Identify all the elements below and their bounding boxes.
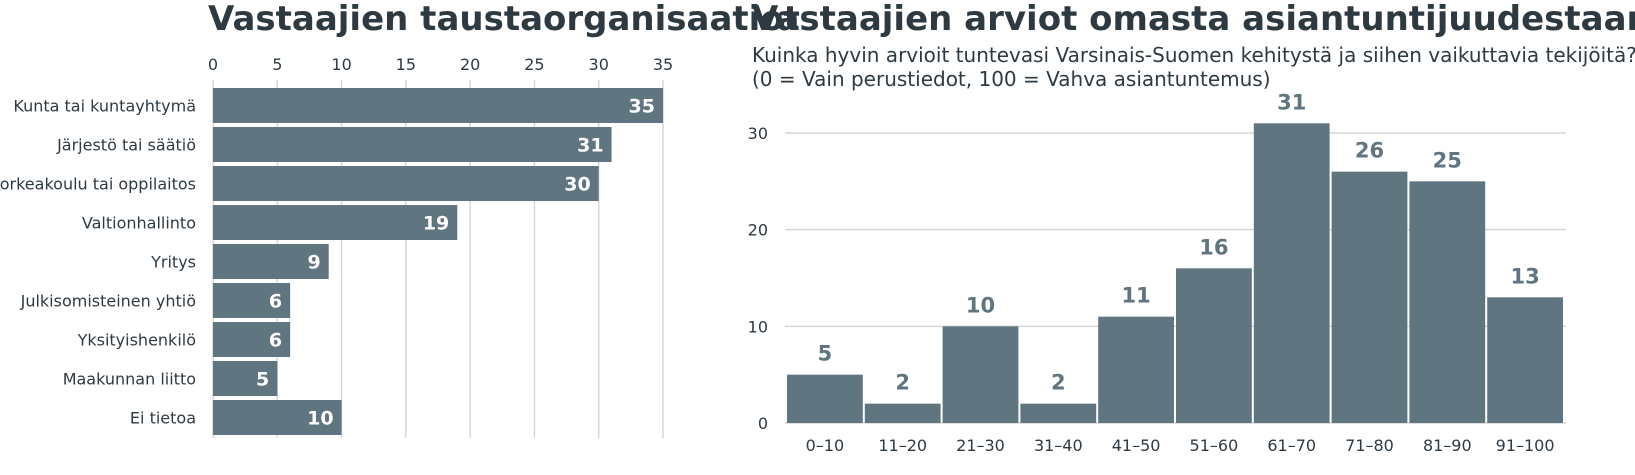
left-x-tick-label: 35	[653, 55, 673, 74]
left-x-tick-label: 5	[272, 55, 282, 74]
left-value-label: 10	[307, 408, 333, 430]
left-bar	[213, 283, 291, 318]
left-value-label: 6	[269, 330, 282, 352]
right-bar	[1331, 171, 1408, 423]
right-x-category-label: 41–50	[1112, 436, 1161, 455]
left-bar	[213, 127, 612, 162]
right-value-label: 2	[895, 371, 910, 395]
left-chart-org-background: Vastaajien taustaorganisaatiot 0 5 10 15 20 2…	[0, 0, 800, 438]
left-bar	[213, 205, 458, 240]
right-value-label: 5	[818, 342, 833, 366]
right-value-label: 25	[1433, 148, 1462, 172]
left-value-label: 9	[307, 252, 320, 274]
right-bar	[1487, 297, 1563, 423]
right-x-category-label: 31–40	[1034, 436, 1083, 455]
right-bar	[864, 403, 941, 423]
right-y-tick-label: 10	[748, 317, 768, 336]
left-category-label: Kunta tai kuntayhtymä	[13, 97, 196, 116]
right-y-tick-label: 20	[748, 221, 768, 240]
right-x-category-label: 11–20	[878, 436, 927, 455]
right-category-labels: 0–10 11–20 21–30 31–40 41–50 51–60 61–70 71–80 8…	[806, 436, 1555, 455]
left-category-label: Yritys	[150, 253, 196, 272]
right-value-label: 16	[1199, 235, 1228, 259]
right-bar	[1253, 123, 1330, 423]
left-category-label: Maakunnan liitto	[63, 370, 196, 389]
left-value-label: 5	[256, 369, 269, 391]
right-x-category-label: 61–70	[1267, 436, 1316, 455]
right-x-category-label: 81–90	[1423, 436, 1472, 455]
left-chart-title: Vastaajien taustaorganisaatiot	[208, 0, 800, 39]
left-x-tick-label: 20	[460, 55, 480, 74]
right-x-category-label: 21–30	[956, 436, 1005, 455]
right-chart-title: Vastaajien arviot omasta asiantuntijuude…	[752, 0, 1635, 39]
left-value-label: 30	[564, 174, 590, 196]
right-y-tick-label: 0	[758, 414, 768, 433]
right-chart-subtitle-line-2: (0 = Vain perustiedot, 100 = Vahva asian…	[752, 67, 1271, 91]
right-bar	[1176, 268, 1252, 423]
right-bar	[787, 374, 863, 423]
left-category-label: Järjestö tai säätiö	[56, 136, 196, 155]
right-bar	[1020, 403, 1097, 423]
right-chart-expertise: Vastaajien arviot omasta asiantuntijuude…	[748, 0, 1635, 455]
left-bar	[213, 322, 291, 357]
left-category-label: Valtionhallinto	[82, 214, 196, 233]
right-value-label: 10	[966, 293, 995, 317]
left-value-label: 31	[577, 135, 603, 157]
left-value-label: 6	[269, 291, 282, 313]
left-bars	[213, 88, 663, 435]
left-x-tick-label: 10	[331, 55, 351, 74]
right-bar	[942, 326, 1019, 423]
left-value-label: 19	[423, 213, 449, 235]
right-value-label: 13	[1510, 264, 1539, 288]
right-value-label: 11	[1121, 284, 1150, 308]
right-value-label: 26	[1355, 139, 1384, 163]
right-value-label: 31	[1277, 90, 1306, 114]
left-bar	[213, 88, 663, 123]
left-bar	[213, 166, 599, 201]
left-bar	[213, 400, 342, 435]
left-category-labels: Kunta tai kuntayhtymä Järjestö tai säätiö…	[0, 97, 196, 428]
right-bar	[1098, 316, 1174, 423]
left-x-axis-ticks: 0 5 10 15 20 25 30 35	[208, 55, 673, 74]
left-x-tick-label: 15	[396, 55, 416, 74]
left-category-label: Ei tietoa	[130, 409, 196, 428]
right-x-category-label: 91–100	[1496, 436, 1555, 455]
right-y-axis-ticks: 0 10 20 30	[748, 124, 768, 433]
right-value-label: 2	[1051, 371, 1066, 395]
left-x-tick-label: 30	[589, 55, 609, 74]
right-bars	[787, 123, 1563, 423]
left-category-label: Korkeakoulu tai oppilaitos	[0, 175, 196, 194]
right-x-category-label: 51–60	[1190, 436, 1239, 455]
right-bar	[1409, 181, 1486, 423]
left-x-tick-label: 25	[524, 55, 544, 74]
right-x-category-label: 0–10	[806, 436, 845, 455]
left-bar	[213, 244, 329, 279]
left-category-label: Yksityishenkilö	[77, 331, 196, 350]
left-x-tick-label: 0	[208, 55, 218, 74]
right-value-labels: 5 2 10 2 11 16 31 26 25 13	[818, 90, 1540, 394]
right-y-tick-label: 30	[748, 124, 768, 143]
left-bar	[213, 361, 278, 396]
left-category-label: Julkisomisteinen yhtiö	[20, 292, 196, 311]
right-x-category-label: 71–80	[1345, 436, 1394, 455]
left-value-label: 35	[629, 96, 655, 118]
right-chart-subtitle-line-1: Kuinka hyvin arvioit tuntevasi Varsinais…	[752, 43, 1635, 67]
